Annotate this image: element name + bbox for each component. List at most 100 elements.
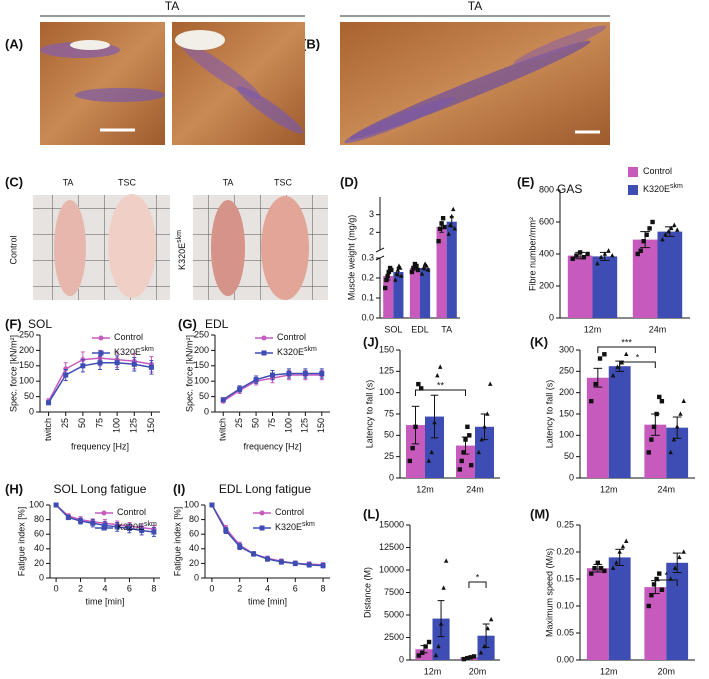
data-point: [383, 285, 388, 291]
significance-label: *: [664, 570, 668, 580]
y-tick-label: 100: [29, 499, 44, 509]
data-point: [597, 356, 603, 361]
panel-label: (D): [340, 174, 358, 189]
y-axis-label: Muscle weight (mg/g): [346, 215, 356, 301]
data-point: [409, 269, 415, 275]
x-axis-label: time [min]: [248, 596, 287, 606]
y-tick-label: 0: [399, 654, 404, 664]
data-point: [646, 603, 651, 609]
data-point: [617, 549, 622, 554]
significance-bracket: [468, 581, 487, 588]
y-tick-label: 800: [539, 184, 554, 194]
data-point: [482, 424, 487, 429]
data-point: [384, 277, 389, 283]
data-point: [436, 238, 441, 244]
data-point: [461, 450, 466, 455]
y-tick-label: 0.1: [361, 292, 374, 302]
significance-label: *: [476, 572, 480, 582]
x-tick-label: twitch: [218, 418, 228, 441]
legend-label: K320Eskm: [643, 183, 683, 195]
data-point: [407, 458, 412, 464]
data-point: [443, 558, 449, 563]
bar: [383, 276, 394, 318]
data-point: [415, 267, 421, 273]
data-point: [411, 265, 416, 271]
data-point: [595, 560, 601, 565]
x-tick-label: 150: [146, 418, 156, 433]
data-point: [419, 271, 425, 276]
bar: [608, 366, 631, 478]
panel-label: (M): [530, 506, 550, 521]
y-tick-label: 200: [559, 387, 574, 397]
x-tick-label: 2: [78, 583, 83, 593]
chart-title: SOL Long fatigue: [54, 482, 147, 496]
data-point: [672, 222, 677, 227]
data-point: [465, 424, 470, 429]
bar: [632, 239, 658, 318]
x-tick-label: 12m: [416, 484, 434, 494]
y-tick-label: 60: [189, 529, 199, 539]
data-point: [424, 263, 429, 268]
legend-marker: [261, 350, 267, 356]
data-point: [421, 265, 426, 270]
data-point: [63, 366, 69, 372]
bar: [608, 557, 631, 660]
data-point: [436, 643, 441, 649]
data-point: [675, 227, 680, 232]
panel-label: (L): [363, 506, 380, 521]
y-tick-label: 200: [19, 345, 34, 355]
legend-swatch: [628, 185, 638, 195]
x-tick-label: 150: [316, 418, 326, 433]
data-point: [651, 424, 657, 429]
photo-label: TSC: [274, 177, 293, 187]
y-tick-label: 600: [539, 216, 554, 226]
y-tick-label: 0: [389, 472, 394, 482]
data-point: [585, 251, 590, 257]
data-point: [426, 458, 431, 463]
significance-bracket: [619, 361, 656, 368]
y-tick-label: 15000: [379, 519, 404, 529]
y-axis-label: Latency to fall (s): [544, 380, 554, 449]
y-tick-label: 7500: [384, 587, 404, 597]
bar: [432, 618, 450, 660]
data-point: [650, 219, 655, 225]
legend-label: Control: [277, 332, 306, 342]
data-point: [399, 273, 404, 278]
x-tick-label: 12m: [600, 484, 618, 494]
y-tick-label: 25: [384, 451, 394, 461]
data-point: [265, 556, 270, 562]
y-tick-label: 75: [384, 408, 394, 418]
legend-swatch: [628, 167, 638, 177]
x-tick-label: 50: [250, 418, 260, 428]
data-point: [620, 543, 626, 549]
data-point: [433, 652, 439, 658]
significance-bracket: [597, 346, 656, 353]
x-tick-label: 24m: [466, 484, 484, 494]
data-point: [677, 554, 682, 560]
data-point: [395, 267, 400, 272]
data-point: [663, 232, 668, 237]
data-point: [65, 514, 71, 520]
panel-label: (F): [5, 316, 22, 331]
row-label-text: K320E: [177, 243, 187, 270]
panel-label: (A): [5, 36, 23, 51]
data-point: [651, 582, 657, 587]
y-tick-label: 12500: [379, 542, 404, 552]
data-point: [414, 263, 419, 269]
data-point: [654, 411, 659, 417]
data-point: [292, 560, 298, 566]
data-point: [432, 419, 437, 425]
data-point: [610, 252, 615, 258]
data-point: [624, 538, 629, 543]
data-point: [306, 562, 312, 568]
data-point: [425, 267, 431, 272]
y-tick-label: 150: [194, 360, 209, 370]
data-point: [420, 650, 425, 655]
y-tick-label: 20: [34, 558, 44, 568]
bar: [644, 587, 667, 660]
y-axis-label: Spec. force [kN/m²]: [184, 335, 194, 412]
y-tick-label: 50: [564, 451, 574, 461]
legend-marker: [98, 335, 104, 341]
y-tick-label: 2500: [384, 632, 404, 642]
